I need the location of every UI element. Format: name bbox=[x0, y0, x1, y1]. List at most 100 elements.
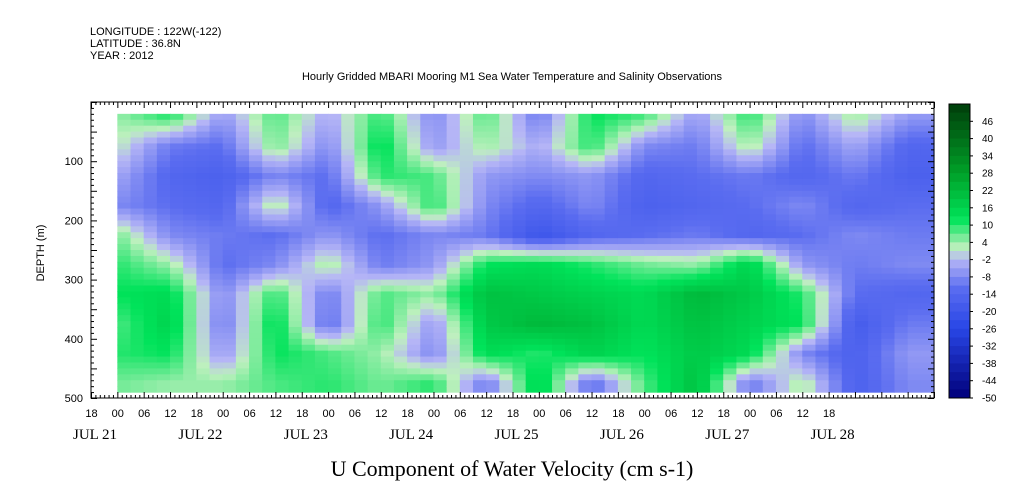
heatmap-cell bbox=[828, 362, 843, 369]
heatmap-cell bbox=[130, 149, 145, 156]
heatmap-cell bbox=[762, 190, 777, 198]
heatmap-cell bbox=[143, 332, 158, 340]
heatmap-cell bbox=[446, 250, 461, 257]
heatmap-cell bbox=[117, 173, 132, 180]
heatmap-cell bbox=[525, 356, 540, 364]
heatmap-cell bbox=[868, 250, 882, 257]
heatmap-cell bbox=[446, 196, 461, 204]
heatmap-cell bbox=[802, 368, 817, 375]
heatmap-cell bbox=[868, 380, 882, 387]
heatmap-cell bbox=[841, 196, 856, 204]
heatmap-cell bbox=[420, 315, 435, 322]
heatmap-cell bbox=[130, 309, 145, 316]
heatmap-cell bbox=[683, 279, 698, 287]
heatmap-cell bbox=[683, 356, 698, 364]
heatmap-cell bbox=[538, 273, 553, 281]
heatmap-cell bbox=[196, 291, 211, 298]
heatmap-cell bbox=[407, 297, 421, 304]
heatmap-cell bbox=[117, 196, 132, 204]
heatmap-cell bbox=[565, 279, 579, 287]
heatmap-cell bbox=[354, 315, 369, 322]
heatmap-cell bbox=[920, 386, 935, 393]
heatmap-cell bbox=[538, 291, 553, 298]
colorbar-swatch bbox=[949, 104, 970, 114]
heatmap-cell bbox=[723, 244, 738, 251]
heatmap-cell bbox=[275, 315, 290, 322]
heatmap-cell bbox=[130, 220, 145, 227]
heatmap-cell bbox=[183, 184, 197, 192]
heatmap-cell bbox=[907, 380, 922, 387]
heatmap-cell bbox=[367, 309, 382, 316]
heatmap-cell bbox=[183, 161, 197, 168]
heatmap-cell bbox=[802, 332, 817, 340]
heatmap-cell bbox=[828, 309, 843, 316]
heatmap-cell bbox=[828, 238, 843, 245]
colorbar-swatch bbox=[949, 354, 970, 364]
heatmap-cell bbox=[815, 321, 830, 328]
heatmap-cell bbox=[815, 220, 830, 227]
heatmap-cell bbox=[762, 161, 777, 168]
heatmap-cell bbox=[538, 362, 553, 369]
heatmap-cell bbox=[328, 350, 342, 358]
heatmap-cell bbox=[222, 202, 237, 210]
heatmap-cell bbox=[723, 321, 738, 328]
heatmap-cell bbox=[499, 226, 514, 233]
heatmap-cell bbox=[828, 125, 843, 133]
heatmap-cell bbox=[683, 125, 698, 133]
heatmap-cell bbox=[393, 267, 408, 275]
heatmap-cell bbox=[433, 167, 448, 174]
heatmap-cell bbox=[538, 125, 553, 133]
heatmap-cell bbox=[736, 226, 751, 233]
heatmap-cell bbox=[170, 315, 184, 322]
heatmap-cell bbox=[433, 338, 448, 346]
heatmap-cell bbox=[301, 244, 316, 251]
heatmap-cell bbox=[183, 267, 197, 275]
heatmap-cell bbox=[407, 326, 421, 334]
heatmap-cell bbox=[328, 125, 342, 133]
heatmap-cell bbox=[868, 202, 882, 210]
heatmap-cell bbox=[525, 244, 540, 251]
heatmap-cell bbox=[631, 279, 645, 287]
heatmap-cell bbox=[749, 173, 764, 180]
heatmap-cell bbox=[367, 338, 382, 346]
heatmap-cell bbox=[393, 143, 408, 150]
heatmap-cell bbox=[499, 220, 514, 227]
heatmap-cell bbox=[907, 285, 922, 293]
heatmap-cell bbox=[565, 332, 579, 340]
heatmap-cell bbox=[249, 232, 263, 239]
heatmap-cell bbox=[736, 279, 751, 287]
heatmap-cell bbox=[367, 350, 382, 358]
heatmap-cell bbox=[288, 362, 303, 369]
heatmap-cell bbox=[235, 326, 250, 334]
heatmap-cell bbox=[775, 344, 790, 352]
heatmap-cell bbox=[156, 338, 171, 346]
heatmap-cell bbox=[894, 244, 909, 251]
heatmap-cell bbox=[130, 326, 145, 334]
heatmap-cell bbox=[802, 143, 817, 150]
heatmap-cell bbox=[828, 291, 843, 298]
heatmap-cell bbox=[723, 303, 738, 310]
heatmap-cell bbox=[262, 244, 276, 251]
heatmap-cell bbox=[209, 220, 224, 227]
heatmap-cell bbox=[393, 125, 408, 133]
heatmap-cell bbox=[446, 232, 461, 239]
heatmap-cell bbox=[288, 196, 303, 204]
heatmap-cell bbox=[222, 149, 237, 156]
heatmap-cell bbox=[578, 119, 593, 127]
heatmap-cell bbox=[552, 113, 566, 121]
heatmap-cell bbox=[841, 297, 856, 304]
heatmap-cell bbox=[789, 273, 803, 281]
heatmap-cell bbox=[288, 273, 303, 281]
heatmap-cell bbox=[710, 161, 724, 168]
heatmap-cell bbox=[749, 226, 764, 233]
heatmap-cell bbox=[749, 131, 764, 139]
heatmap-cell bbox=[723, 368, 738, 375]
heatmap-cell bbox=[775, 184, 790, 192]
heatmap-cell bbox=[130, 374, 145, 381]
heatmap-cell bbox=[433, 238, 448, 245]
heatmap-cell bbox=[288, 161, 303, 168]
heatmap-cell bbox=[552, 202, 566, 210]
heatmap-cell bbox=[710, 273, 724, 281]
heatmap-cell bbox=[552, 380, 566, 387]
heatmap-cell bbox=[696, 309, 711, 316]
